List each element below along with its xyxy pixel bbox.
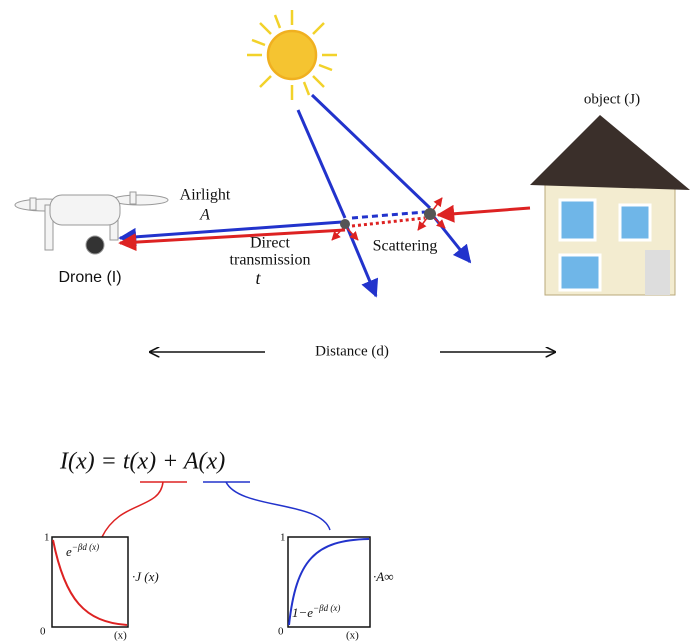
transmission-symbol: t — [255, 268, 261, 288]
y-top-label: 1 — [44, 532, 50, 544]
x-label: (x) — [114, 630, 127, 642]
house-illustration — [530, 115, 690, 295]
factor-label: ·J (x) — [132, 569, 159, 584]
y-bottom-label: 0 — [278, 626, 284, 638]
x-label: (x) — [346, 630, 359, 642]
diagram: object (J) Airlight A Direct transmissio… — [0, 0, 693, 644]
curve-label: 1−e−βd (x) — [292, 603, 340, 620]
curve-exponent: −βd (x) — [72, 542, 99, 552]
graph-2: 1 0 (x) 1−e−βd (x) ·A∞ — [278, 532, 393, 642]
airlight-label: Airlight — [180, 187, 231, 204]
drone-illustration — [15, 192, 168, 254]
transmission-label: transmission — [230, 252, 311, 269]
graph-1: 1 0 (x) e−βd (x) ·J (x) — [40, 532, 159, 642]
factor-label: ·A∞ — [373, 569, 393, 584]
sun — [247, 10, 337, 100]
scattering-label: Scattering — [373, 238, 438, 255]
equation: I(x) = t(x) + A(x) — [59, 449, 225, 475]
airlight-symbol: A — [199, 207, 210, 224]
y-bottom-label: 0 — [40, 626, 46, 638]
y-top-label: 1 — [280, 532, 286, 544]
curve-label: e−βd (x) — [66, 542, 99, 559]
curve-base: 1−e — [292, 605, 313, 620]
direct-label: Direct — [250, 235, 291, 252]
distance-label: Distance (d) — [315, 343, 389, 359]
drone-label: Drone (I) — [58, 269, 121, 286]
curve-exponent: −βd (x) — [313, 603, 340, 613]
object-label: object (J) — [584, 91, 640, 107]
equation-connectors — [102, 482, 330, 537]
